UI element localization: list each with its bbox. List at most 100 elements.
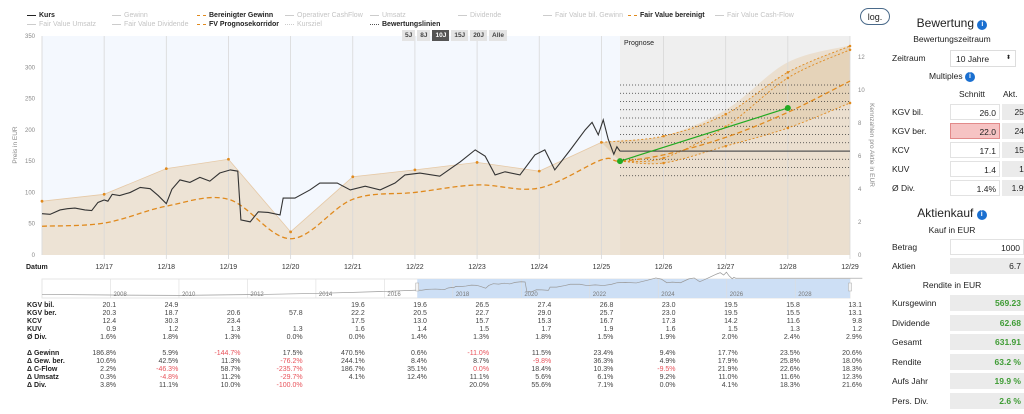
range-button-10j[interactable]: 10J (432, 30, 450, 41)
table-cell: 11.1% (158, 382, 179, 389)
table-cell: 1.5 (479, 326, 490, 333)
navigator-line (41, 271, 863, 296)
legend-item[interactable]: Operativer CashFlow (285, 12, 363, 19)
table-cell: 26.5 (475, 302, 490, 309)
table-cell: 18.3% (842, 366, 862, 373)
log-scale-button[interactable]: log. (860, 8, 890, 25)
legend-label: Fair Value bil. Gewinn (555, 12, 623, 19)
y-right-tick-label: 8 (858, 121, 862, 127)
legend-label: Bereinigter Gewinn (209, 12, 274, 19)
buy-title: Aktienkauf (917, 206, 974, 220)
table-cell: 9.4% (659, 350, 676, 357)
legend-label: Bewertungslinien (382, 21, 441, 28)
return-row: Aufs Jahr 19.9 % (892, 373, 1024, 389)
table-cell: -29.7% (280, 374, 303, 381)
table-cell: 1.4 (417, 326, 427, 333)
legend-item[interactable]: Bereinigter Gewinn (197, 12, 273, 19)
return-value: 631.91 (950, 334, 1024, 350)
table-cell: 12.4 (102, 318, 117, 325)
legend-swatch-icon (370, 15, 379, 16)
multiple-avg-input[interactable]: 26.0 (950, 104, 1000, 120)
table-cell: 4.9% (659, 358, 676, 365)
legend-item[interactable]: Fair Value bereinigt (628, 12, 705, 19)
table-cell: 1.5% (597, 334, 614, 341)
legend-item[interactable]: Umsatz (370, 12, 406, 19)
range-button-5j[interactable]: 5J (402, 30, 416, 41)
legend-item[interactable]: Bewertungslinien (370, 21, 440, 28)
legend-label: Kurs (39, 12, 55, 19)
x-tick-label: 12/26 (655, 264, 673, 271)
legend-item[interactable]: Fair Value Dividende (112, 21, 188, 28)
legend-item[interactable]: Gewinn (112, 12, 148, 19)
range-button-20j[interactable]: 20J (470, 30, 488, 41)
table-cell: 1.3% (224, 334, 241, 341)
table-cell: 1.2 (168, 326, 179, 333)
x-tick-label: 12/20 (282, 264, 300, 271)
bewertungslinie-point (784, 104, 791, 111)
range-button-8j[interactable]: 8J (417, 30, 431, 41)
return-label: Gesamt (892, 337, 922, 347)
info-icon[interactable]: i (976, 210, 987, 220)
table-cell: 2.4% (783, 334, 800, 341)
table-cell: 22.2 (351, 310, 365, 317)
y-tick-label: 0 (32, 253, 36, 259)
fair-value-point (102, 192, 106, 196)
table-cell: 21.6% (842, 382, 862, 389)
multiple-avg-input[interactable]: 1.4 (950, 161, 1000, 177)
table-cell: 18.3% (779, 382, 800, 389)
table-cell: 12.4% (407, 374, 427, 381)
table-cell: 5.9% (162, 350, 179, 357)
return-value: 63.2 % (950, 353, 1024, 370)
table-cell: -46.3% (156, 366, 179, 373)
legend-item[interactable]: Kurs (27, 12, 55, 19)
navigator-label: 2020 (524, 292, 538, 298)
table-row-label: Δ Gewinn (27, 350, 60, 357)
aktien-value: 6.7 (950, 258, 1024, 274)
legend-item[interactable]: Fair Value Umsatz (27, 21, 96, 28)
table-cell: 1.9% (659, 334, 676, 341)
multiple-avg-input[interactable]: 1.4% (950, 180, 1000, 196)
navigator-label: 2028 (798, 292, 812, 298)
table-cell: 0.0% (348, 334, 365, 341)
table-cell: 27.4 (537, 302, 552, 309)
info-icon[interactable]: i (964, 72, 975, 82)
y-right-tick-label: 4 (858, 187, 862, 193)
table-cell: 11.6 (786, 318, 800, 325)
table-cell: 0.0% (473, 366, 490, 373)
legend-item[interactable]: Kursziel (285, 21, 322, 28)
range-selector: 5J 8J 10J 15J 20J Alle (402, 30, 507, 41)
range-button-alle[interactable]: Alle (489, 30, 507, 41)
betrag-input[interactable]: 1000 (950, 239, 1024, 255)
fair-value-point (227, 157, 230, 161)
legend-item[interactable]: Fair Value Cash-Flow (715, 12, 794, 19)
table-cell: 11.1% (469, 374, 490, 381)
zeitraum-select[interactable]: 10 Jahre ⬍ (950, 50, 1016, 67)
table-cell: 186.8% (92, 350, 117, 357)
return-row: Kursgewinn 569.23 (892, 295, 1024, 311)
return-label: Pers. Div. (892, 395, 929, 406)
table-cell: 8.4% (410, 358, 427, 365)
y-right-tick-label: 12 (858, 55, 865, 61)
prognose-label: Prognose (624, 40, 654, 47)
multiple-label: KGV ber. (892, 126, 927, 136)
x-tick-label: 12/21 (344, 264, 362, 271)
corridor-point (662, 156, 665, 160)
multiple-avg-input[interactable]: 22.0 (950, 123, 1000, 139)
legend-swatch-icon (197, 24, 206, 25)
fair-value-point (475, 160, 479, 164)
multiple-row: KGV ber. 22.024.1 (892, 123, 1024, 139)
multiple-avg-input[interactable]: 17.1 (950, 142, 1000, 158)
legend-item[interactable]: Dividende (458, 12, 501, 19)
table-cell: 11.3% (221, 358, 241, 365)
legend-swatch-icon (27, 15, 36, 16)
range-button-15j[interactable]: 15J (451, 30, 469, 41)
bewertungslinie (619, 107, 789, 162)
table-cell: 23.4 (226, 318, 241, 325)
multiple-current-value: 15.7 (1002, 142, 1024, 158)
table-cell: 9.2% (659, 374, 676, 381)
table-cell: 18.7 (164, 310, 179, 317)
legend-item[interactable]: FV Prognosekorridor (197, 21, 279, 28)
legend-swatch-icon (112, 15, 121, 16)
info-icon[interactable]: i (977, 20, 988, 30)
legend-item[interactable]: Fair Value bil. Gewinn (543, 12, 623, 19)
